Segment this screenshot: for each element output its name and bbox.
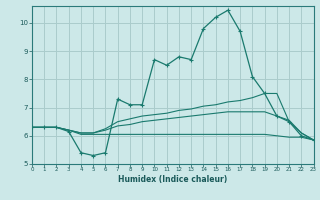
- X-axis label: Humidex (Indice chaleur): Humidex (Indice chaleur): [118, 175, 228, 184]
